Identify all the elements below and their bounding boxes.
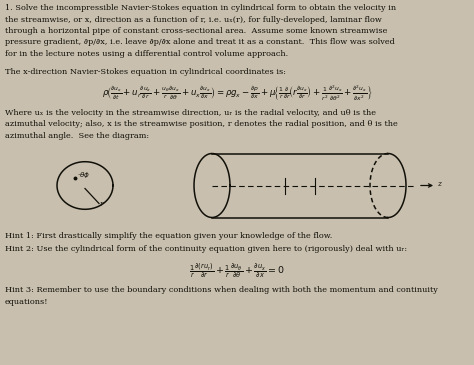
Text: $\rho\!\left(\frac{\partial u_x}{\partial t}+u_r\frac{\partial u_x}{\partial r}+: $\rho\!\left(\frac{\partial u_x}{\partia… <box>102 83 372 103</box>
Text: for in the lecture notes using a differential control volume approach.: for in the lecture notes using a differe… <box>5 50 288 58</box>
Text: 1. Solve the incompressible Navier-Stokes equation in cylindrical form to obtain: 1. Solve the incompressible Navier-Stoke… <box>5 4 396 12</box>
Text: azimuthal velocity; also, x is the streamwise position, r denotes the radial pos: azimuthal velocity; also, x is the strea… <box>5 120 398 128</box>
Text: through a horizontal pipe of constant cross-sectional area.  Assume some known s: through a horizontal pipe of constant cr… <box>5 27 387 35</box>
Text: equations!: equations! <box>5 298 48 306</box>
Text: $\cdot\theta\phi$: $\cdot\theta\phi$ <box>77 169 90 180</box>
Text: The x-direction Navier-Stokes equation in cylindrical coordinates is:: The x-direction Navier-Stokes equation i… <box>5 68 286 76</box>
Text: $\frac{1}{r}\frac{\partial(ru_r)}{\partial r}+\frac{1}{r}\frac{\partial u_\theta: $\frac{1}{r}\frac{\partial(ru_r)}{\parti… <box>189 262 285 280</box>
Text: pressure gradient, ∂p/∂x, i.e. leave ∂p/∂x alone and treat it as a constant.  Th: pressure gradient, ∂p/∂x, i.e. leave ∂p/… <box>5 38 395 46</box>
Text: Hint 2: Use the cylindrical form of the continuity equation given here to (rigor: Hint 2: Use the cylindrical form of the … <box>5 245 407 253</box>
Text: Hint 1: First drastically simplify the equation given your knowledge of the flow: Hint 1: First drastically simplify the e… <box>5 231 332 239</box>
Text: r: r <box>99 200 102 207</box>
Text: the streamwise, or x, direction as a function of r, i.e. uₓ(r), for fully-develo: the streamwise, or x, direction as a fun… <box>5 15 382 23</box>
Text: Where uₓ is the velocity in the streamwise direction, uᵣ is the radial velocity,: Where uₓ is the velocity in the streamwi… <box>5 109 376 117</box>
Text: z: z <box>437 180 441 188</box>
Text: Hint 3: Remember to use the boundary conditions when dealing with both the momen: Hint 3: Remember to use the boundary con… <box>5 287 438 295</box>
Text: azimuthal angle.  See the diagram:: azimuthal angle. See the diagram: <box>5 132 149 140</box>
